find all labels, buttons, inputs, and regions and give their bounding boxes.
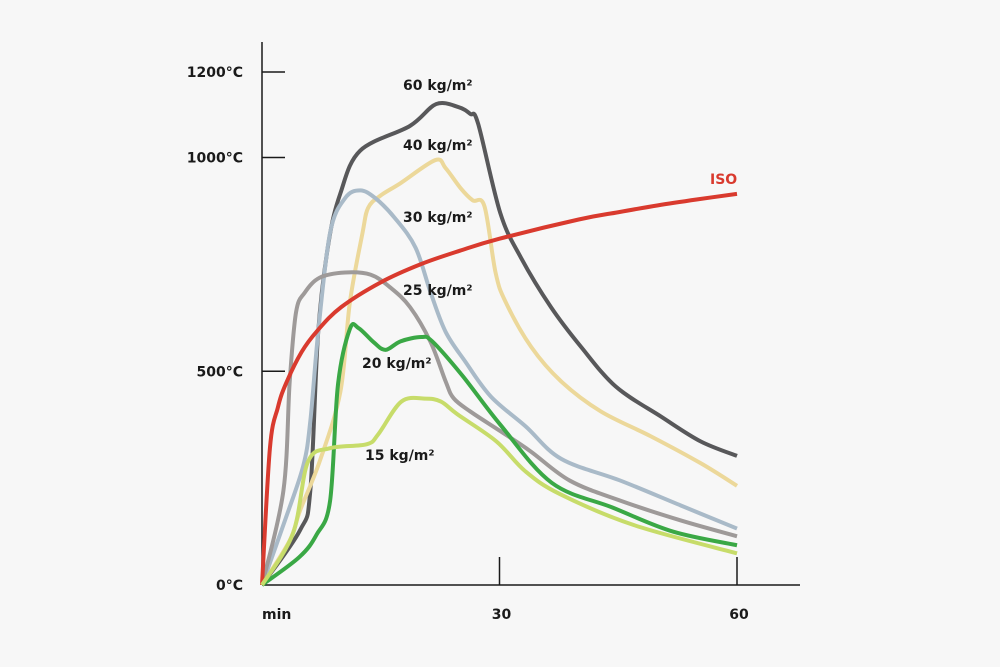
series-labels: ISO 60 kg/m² 40 kg/m² 30 kg/m² 25 kg/m² 20 kg… [362, 78, 737, 464]
axes: 0°C 500°C 1000°C 1200°C min 30 60 [187, 42, 800, 623]
series-label: 15 kg/m² [365, 448, 435, 464]
series-label: 20 kg/m² [362, 356, 432, 372]
y-tick-label: 1200°C [187, 65, 243, 81]
y-tick-label: 500°C [197, 364, 244, 380]
x-tick-label: min [262, 607, 291, 623]
x-tick-label: 30 [492, 607, 512, 623]
y-tick-label: 1000°C [187, 151, 243, 167]
series-line-15-kg-m- [260, 395, 738, 587]
x-tick-label: 60 [729, 607, 749, 623]
series-label: 60 kg/m² [403, 78, 473, 94]
series-line-25-kg-m- [260, 270, 738, 586]
series-line-iso [260, 191, 738, 586]
series-label: ISO [710, 172, 737, 188]
series-line-20-kg-m- [260, 321, 738, 587]
series-line-60-kg-m- [260, 100, 738, 587]
series-label: 40 kg/m² [403, 138, 473, 154]
series-label: 30 kg/m² [403, 210, 473, 226]
series-label: 25 kg/m² [403, 283, 473, 299]
y-tick-label: 0°C [216, 578, 243, 594]
series-line-30-kg-m- [260, 188, 738, 586]
series-lines [260, 100, 739, 587]
